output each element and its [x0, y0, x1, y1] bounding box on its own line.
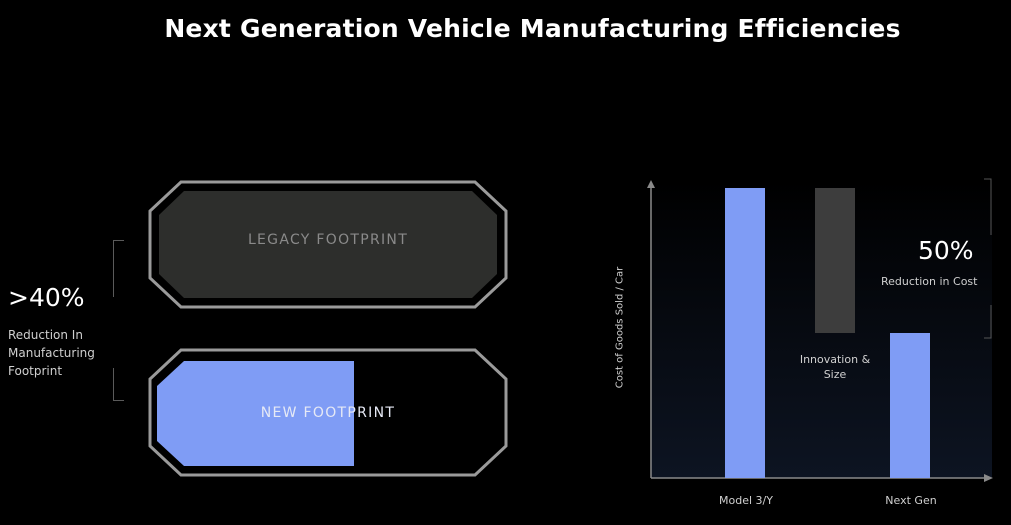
bar-innovation-and-size [815, 188, 855, 333]
x-tick-label-model-3y: Model 3/Y [719, 494, 773, 507]
legacy-footprint-label: LEGACY FOOTPRINT [247, 232, 409, 248]
x-tick-label-next-gen: Next Gen [885, 494, 937, 507]
footprint-desc-line-1: Reduction In [8, 328, 83, 342]
x-axis-arrow [984, 474, 993, 482]
delta-label-line-2: Size [823, 368, 847, 381]
footprint-bracket-top [113, 240, 124, 297]
new-footprint-shape [157, 361, 354, 466]
footprint-desc-line-2: Manufacturing [8, 346, 95, 360]
footprint-reduction-description: Reduction In Manufacturing Footprint [8, 326, 95, 380]
new-footprint-outline [148, 348, 508, 477]
footprint-reduction-value: >40% [8, 283, 85, 312]
footprint-desc-line-3: Footprint [8, 364, 63, 378]
legacy-footprint-outline [148, 180, 508, 309]
legacy-footprint-shape [159, 191, 497, 298]
new-footprint-label: NEW FOOTPRINT [260, 405, 396, 421]
cost-bracket [984, 178, 992, 235]
bar-next-gen [890, 333, 930, 478]
delta-label: Innovation & Size [796, 352, 874, 382]
y-axis-arrow [647, 180, 655, 188]
footprint-bracket-bottom [113, 368, 124, 401]
delta-label-line-1: Innovation & [799, 353, 871, 366]
cost-reduction-text: Reduction in Cost [881, 275, 978, 288]
cost-reduction-value: 50% [918, 236, 974, 265]
y-axis-label: Cost of Goods Sold / Car [614, 266, 626, 389]
cost-bracket-lower [984, 305, 992, 339]
bar-model-3-y [725, 188, 765, 478]
slide-title: Next Generation Vehicle Manufacturing Ef… [164, 14, 901, 43]
